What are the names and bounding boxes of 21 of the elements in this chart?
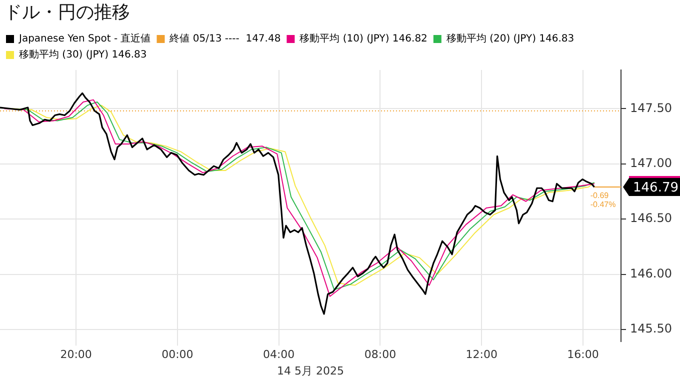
annotation: -0.69 xyxy=(590,191,610,200)
legend-label: Japanese Yen Spot - 直近値 xyxy=(18,32,151,45)
y-tick-label: 145.50 xyxy=(630,322,672,336)
legend-label: 移動平均 (30) (JPY) 146.83 xyxy=(19,48,147,61)
annotation: 146.79 xyxy=(633,180,679,196)
legend-label: 終値 05/13 ---- 147.48 xyxy=(168,32,281,45)
x-tick-label: 12:00 xyxy=(466,348,498,362)
x-tick-label: 08:00 xyxy=(364,348,396,362)
y-tick-label: 146.00 xyxy=(630,266,672,280)
y-tick-label: 146.50 xyxy=(630,211,672,226)
legend-label: 移動平均 (10) (JPY) 146.82 xyxy=(300,32,428,45)
legend-label: 移動平均 (20) (JPY) 146.83 xyxy=(446,32,574,45)
chart-title: ドル・円の推移 xyxy=(3,1,131,25)
x-tick-label: 00:00 xyxy=(162,348,194,362)
x-tick-label: 16:00 xyxy=(567,348,599,362)
x-tick-label: 04:00 xyxy=(262,348,295,362)
annotation: -0.47% xyxy=(590,200,616,210)
y-tick-label: 147.00 xyxy=(630,156,672,170)
x-axis-title: 14 5月 2025 xyxy=(277,364,344,378)
y-tick-label: 147.50 xyxy=(630,100,672,115)
x-tick-label: 20:00 xyxy=(60,348,92,362)
